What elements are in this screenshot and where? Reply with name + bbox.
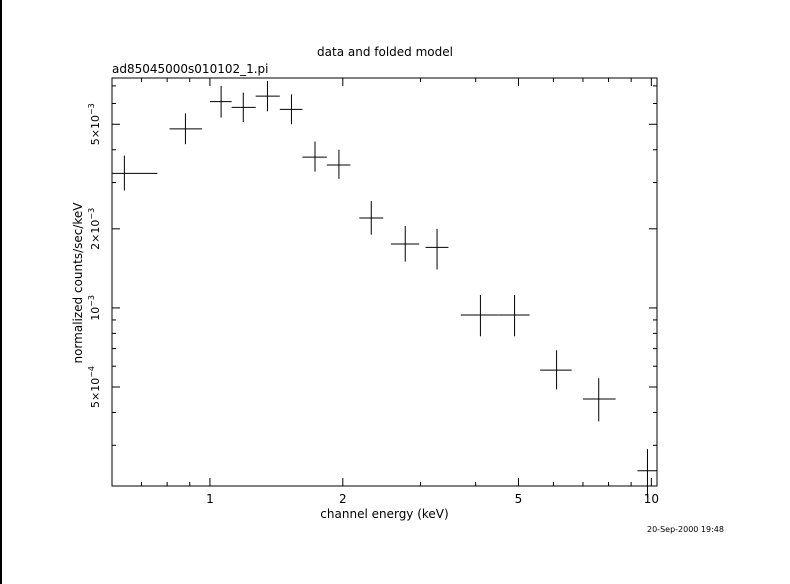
data-point	[209, 85, 232, 118]
data-point	[460, 294, 499, 337]
y-tick-label-text: 10−3	[87, 295, 102, 321]
data-point	[302, 141, 327, 172]
y-tick-exponent: −3	[87, 208, 96, 220]
x-tick-label: 10	[644, 492, 659, 506]
y-tick-exponent: −3	[87, 103, 96, 115]
data-point	[498, 294, 530, 337]
data-point	[279, 94, 303, 125]
y-tick-mantissa: 2×10	[89, 220, 102, 250]
x-tick-label: 2	[339, 492, 347, 506]
window-left-border	[0, 0, 2, 584]
data-point	[540, 350, 572, 390]
y-tick-labels: 5×10−410−32×10−35×10−3	[87, 103, 102, 408]
data-point	[359, 201, 384, 235]
chart-subtitle: ad85045000s010102_1.pi	[112, 62, 269, 76]
data-point	[112, 155, 158, 191]
timestamp: 20-Sep-2000 19:48	[647, 525, 724, 534]
axis-ticks	[111, 78, 657, 486]
y-tick-mantissa: 5×10	[89, 115, 102, 145]
data-points	[112, 81, 657, 498]
x-axis-label: channel energy (keV)	[320, 507, 449, 521]
data-point	[255, 81, 280, 112]
chart-title: data and folded model	[317, 45, 453, 59]
data-point	[582, 378, 616, 422]
y-axis-label: normalized counts/sec/keV	[71, 202, 85, 364]
y-tick-label: 5×10−4	[87, 366, 102, 408]
y-tick-label-text: 2×10−3	[87, 208, 102, 250]
y-tick-label: 5×10−3	[87, 103, 102, 145]
y-tick-label: 10−3	[87, 295, 102, 321]
data-point	[169, 113, 203, 145]
y-tick-mantissa: 10	[89, 307, 102, 321]
y-tick-label-text: 5×10−3	[87, 103, 102, 145]
x-tick-label: 5	[515, 492, 523, 506]
y-tick-mantissa: 5×10	[89, 378, 102, 408]
x-tick-label: 1	[206, 492, 214, 506]
data-point	[231, 92, 256, 123]
y-tick-exponent: −3	[87, 295, 96, 307]
y-tick-label-text: 5×10−4	[87, 366, 102, 408]
data-point	[637, 449, 657, 498]
y-tick-label: 2×10−3	[87, 208, 102, 250]
data-point	[326, 149, 351, 179]
y-tick-exponent: −4	[87, 366, 96, 378]
plot-frame	[111, 77, 658, 487]
x-tick-labels: 1 2 5 10	[206, 492, 659, 506]
data-point	[390, 226, 420, 262]
data-point	[425, 228, 449, 270]
